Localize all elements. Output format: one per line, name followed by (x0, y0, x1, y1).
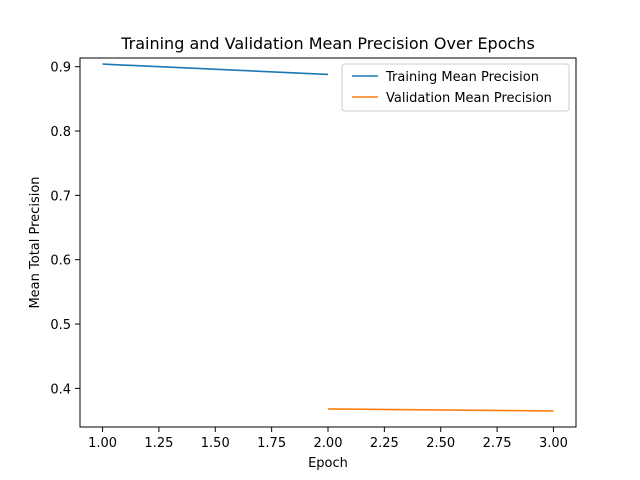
y-tick-label: 0.7 (50, 189, 71, 204)
legend-label: Training Mean Precision (385, 70, 539, 85)
y-axis-label: Mean Total Precision (28, 176, 43, 308)
y-tick-label: 0.8 (50, 125, 71, 140)
y-tick-label: 0.9 (50, 61, 71, 76)
x-tick-label: 1.75 (257, 436, 286, 451)
y-tick-label: 0.4 (50, 382, 71, 397)
y-tick-label: 0.6 (50, 254, 71, 269)
x-axis: 1.00 1.25 1.50 1.75 2.00 2.25 2.50 2.75 3.00 (88, 427, 568, 451)
x-tick-label: 2.75 (483, 436, 512, 451)
series-line-validation (327, 408, 554, 412)
x-tick-label: 2.50 (426, 436, 455, 451)
x-tick-label: 1.50 (201, 436, 230, 451)
x-tick-label: 1.00 (88, 436, 117, 451)
x-tick-label: 2.00 (314, 436, 343, 451)
x-tick-label: 3.00 (539, 436, 568, 451)
chart-title: Training and Validation Mean Precision O… (120, 34, 535, 53)
x-axis-label: Epoch (308, 456, 348, 471)
x-tick-label: 2.25 (370, 436, 399, 451)
series-line-training (102, 63, 329, 76)
plot-area (102, 63, 554, 412)
plot-frame (79, 57, 577, 428)
legend-label: Validation Mean Precision (386, 91, 552, 106)
legend-box (341, 63, 570, 112)
x-tick-label: 1.25 (144, 436, 173, 451)
y-tick-label: 0.5 (50, 318, 71, 333)
legend: Training Mean Precision Validation Mean P… (341, 63, 570, 112)
y-axis: 0.4 0.5 0.6 0.7 0.8 0.9 (50, 61, 80, 397)
